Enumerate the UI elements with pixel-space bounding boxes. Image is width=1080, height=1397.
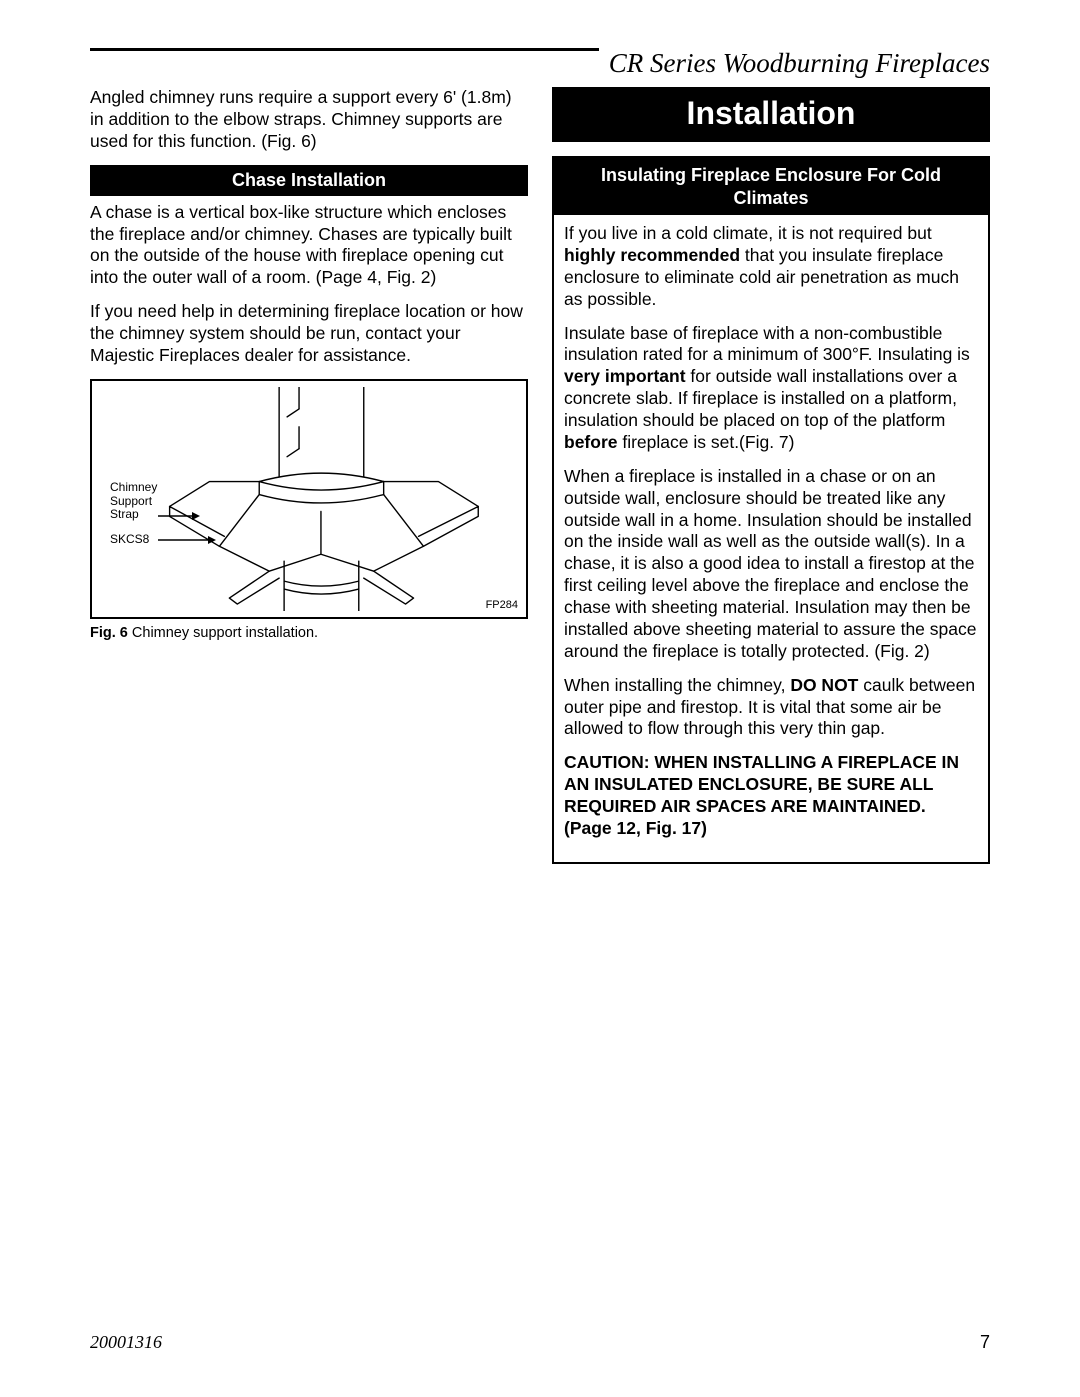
cold-climate-body: If you live in a cold climate, it is not… <box>554 223 988 862</box>
arrow-icon <box>158 511 200 521</box>
caution-paragraph: CAUTION: WHEN INSTALLING A FIREPLACE IN … <box>564 752 978 840</box>
figure-6-caption: Fig. 6 Chimney support installation. <box>90 625 528 641</box>
cold-climate-box: Insulating Fireplace Enclosure For Cold … <box>552 156 990 864</box>
footer-pagenum: 7 <box>980 1332 990 1353</box>
figure-6-frame: Chimney Support Strap SKCS8 FP284 <box>90 379 528 619</box>
two-column-layout: Angled chimney runs require a support ev… <box>90 87 990 864</box>
page: CR Series Woodburning Fireplaces Angled … <box>0 0 1080 1397</box>
figure-caption-bold: Fig. 6 <box>90 625 128 641</box>
left-column: Angled chimney runs require a support ev… <box>90 87 528 864</box>
figure-label-skcs8: SKCS8 <box>110 533 149 547</box>
arrow-icon <box>158 535 216 545</box>
cold-climate-p3: When a fireplace is installed in a chase… <box>564 466 978 663</box>
figure-code: FP284 <box>486 599 518 611</box>
text-run: fireplace is set.(Fig. 7) <box>617 432 794 452</box>
chase-installation-heading: Chase Installation <box>90 165 528 196</box>
intro-paragraph: Angled chimney runs require a support ev… <box>90 87 528 153</box>
chimney-support-diagram <box>98 387 520 611</box>
header-title: CR Series Woodburning Fireplaces <box>599 48 990 79</box>
text-run: When installing the chimney, <box>564 675 790 695</box>
text-run: If you live in a cold climate, it is not… <box>564 223 932 243</box>
chase-paragraph-2: If you need help in determining fireplac… <box>90 301 528 367</box>
page-footer: 20001316 7 <box>90 1332 990 1353</box>
text-run: Insulate base of fireplace with a non-co… <box>564 323 970 365</box>
figure-caption-text: Chimney support installation. <box>128 625 318 641</box>
figure-label-line: Strap <box>110 507 139 521</box>
cold-climate-heading: Insulating Fireplace Enclosure For Cold … <box>554 158 988 215</box>
cold-climate-p4: When installing the chimney, DO NOT caul… <box>564 675 978 741</box>
figure-label-line: Support <box>110 494 152 508</box>
figure-label-line: SKCS8 <box>110 532 149 546</box>
figure-label-chimney-support-strap: Chimney Support Strap <box>110 481 157 522</box>
footer-docnum: 20001316 <box>90 1332 162 1353</box>
right-column: Installation Insulating Fireplace Enclos… <box>552 87 990 864</box>
text-bold: very important <box>564 366 686 386</box>
text-bold: before <box>564 432 617 452</box>
cold-climate-p2: Insulate base of fireplace with a non-co… <box>564 323 978 454</box>
text-bold: highly recommended <box>564 245 740 265</box>
chase-paragraph-1: A chase is a vertical box-like structure… <box>90 202 528 290</box>
cold-climate-p1: If you live in a cold climate, it is not… <box>564 223 978 311</box>
installation-heading: Installation <box>552 87 990 142</box>
figure-label-line: Chimney <box>110 480 157 494</box>
header-rule: CR Series Woodburning Fireplaces <box>90 48 990 51</box>
text-bold: DO NOT <box>790 675 858 695</box>
